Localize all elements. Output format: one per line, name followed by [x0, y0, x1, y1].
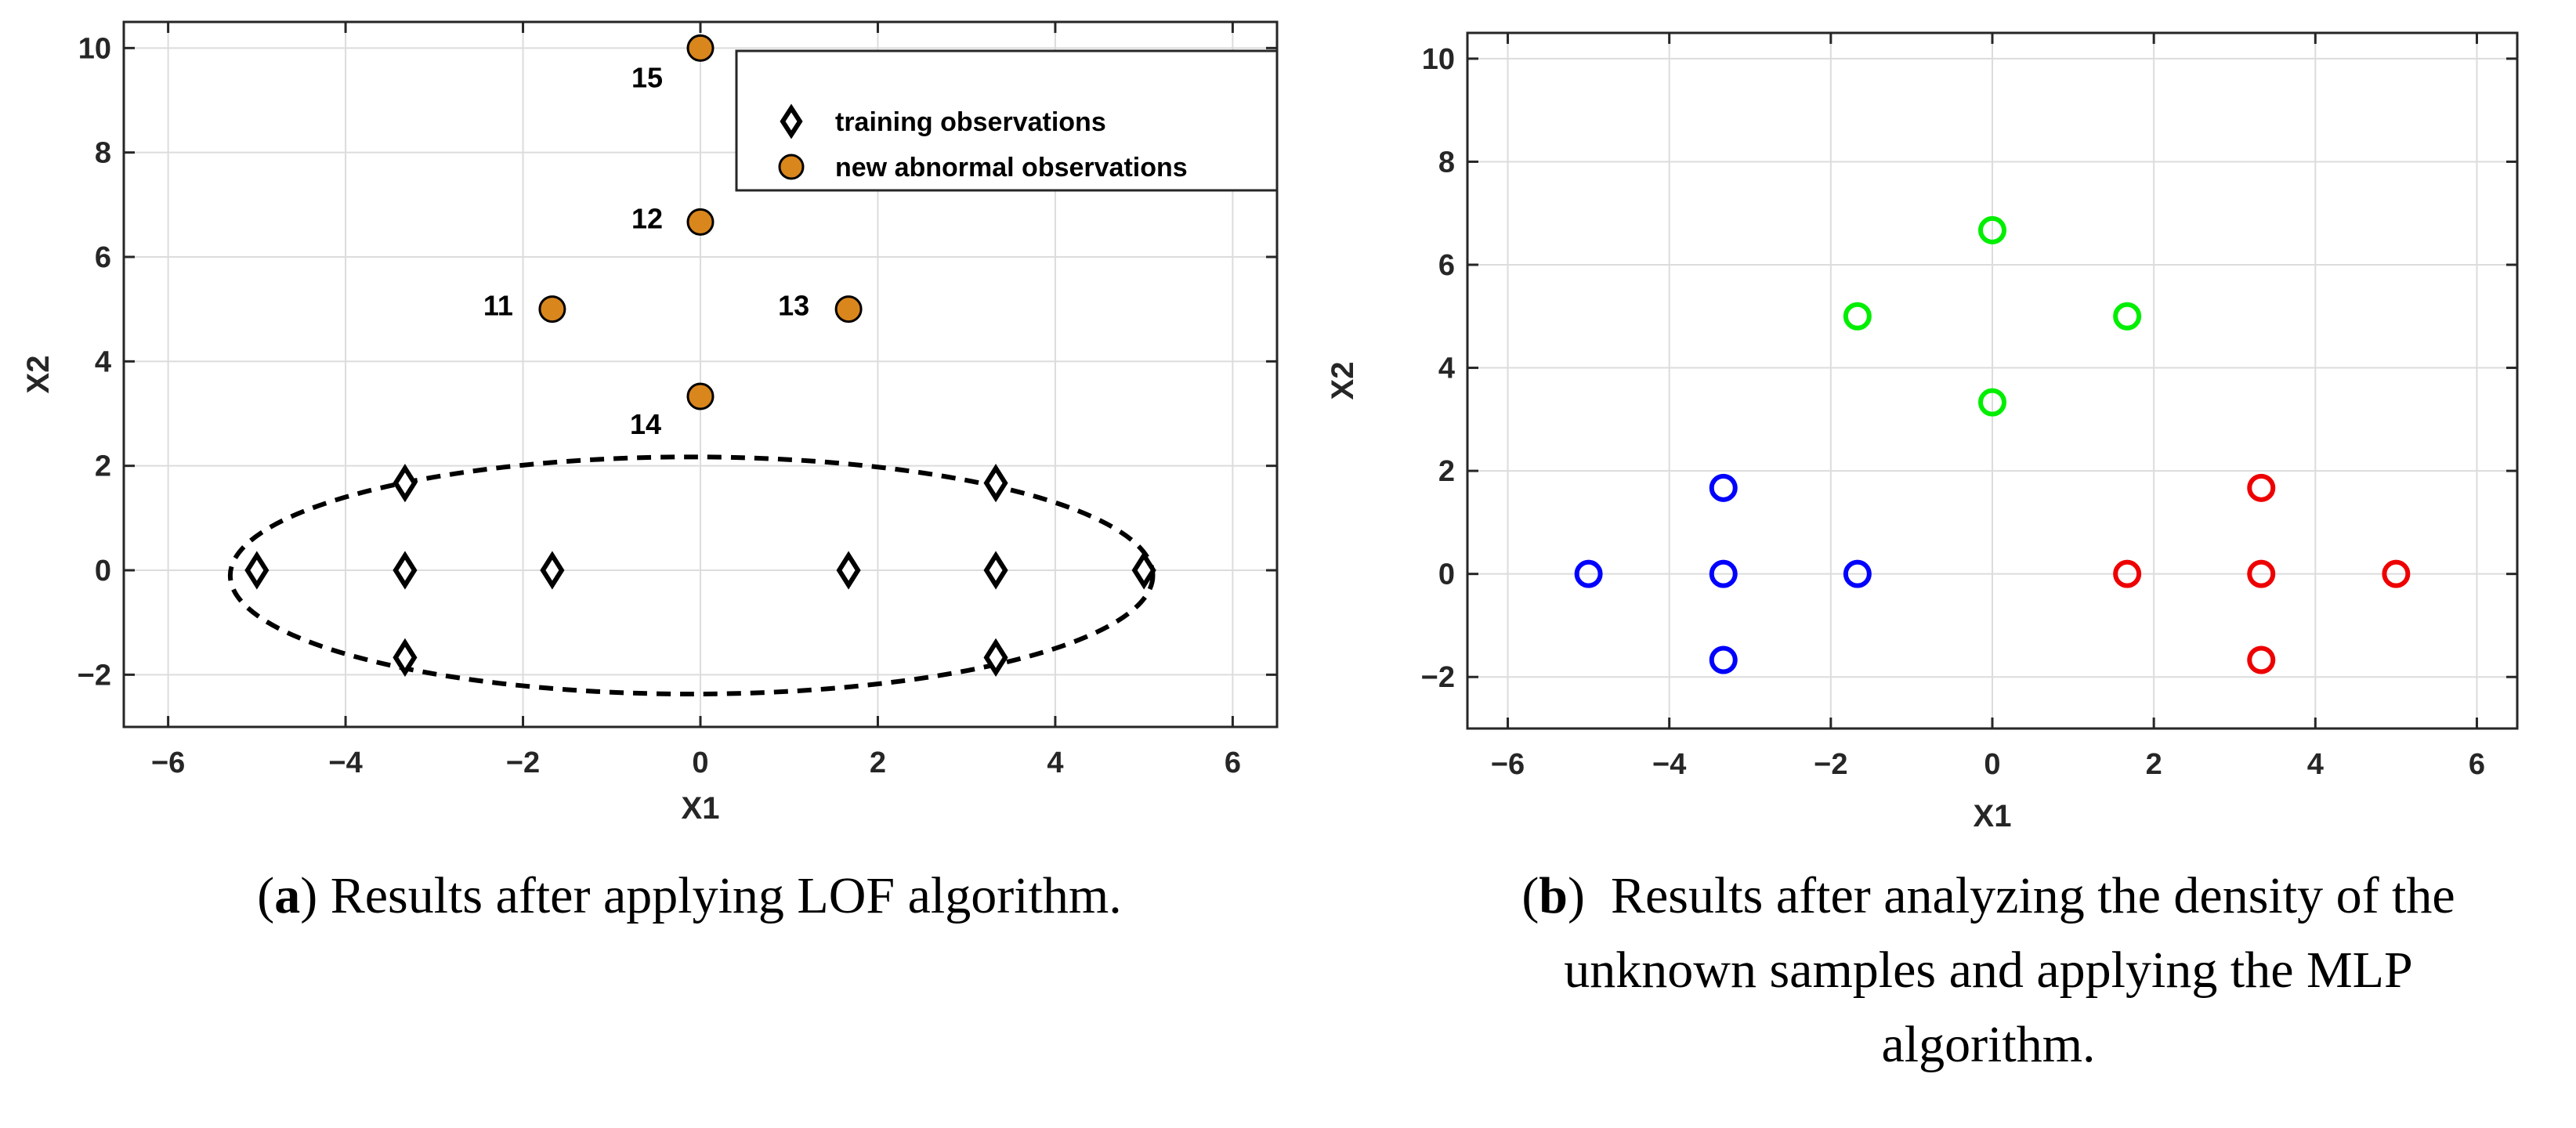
point-marker [2247, 645, 2276, 674]
x-tick-label: 2 [2146, 748, 2162, 781]
caption-text: ) Results after analyzing the density of… [1568, 867, 2455, 924]
x-tick-label: 4 [2307, 748, 2324, 781]
point-marker [834, 295, 863, 324]
y-tick-label: −2 [78, 659, 111, 692]
point-label: 15 [631, 61, 663, 93]
chart-a: −6 −4 −2 0 2 4 6 −2 0 2 4 6 8 10 X1 X2 15 12 11 13 14 trainin… [21, 20, 1279, 924]
point-marker [686, 208, 715, 236]
point-marker [538, 295, 566, 324]
x-tick-label: −2 [1814, 748, 1847, 781]
y-tick-label: 8 [95, 137, 111, 170]
point-label: 11 [483, 290, 513, 322]
point-marker [2247, 559, 2276, 588]
diamond-marker [540, 551, 565, 590]
point-marker [2382, 559, 2411, 588]
y-axis-label: X2 [1326, 362, 1360, 400]
diamond-marker [983, 551, 1008, 590]
point-label: 14 [630, 408, 661, 440]
legend-box [735, 49, 1279, 192]
x-tick-label: −2 [506, 747, 540, 779]
y-tick-label: 2 [95, 450, 111, 483]
x-tick-label: 0 [1984, 748, 2000, 781]
x-axis-label: X1 [1974, 799, 2012, 833]
caption-line: (a) Results after applying LOF algorithm… [257, 867, 1121, 924]
y-tick-label: 10 [78, 32, 111, 65]
caption-line: algorithm. [1881, 1016, 2095, 1073]
legend-label: new abnormal observations [835, 153, 1188, 183]
point-marker [2113, 559, 2142, 588]
boundary-ellipse [227, 454, 1156, 697]
diamond-marker [393, 464, 418, 503]
y-tick-label: 10 [1422, 43, 1455, 76]
point-label: 12 [631, 202, 663, 234]
legend-circle-icon [778, 154, 805, 180]
point-marker [1843, 302, 1872, 331]
diamond-marker [393, 638, 418, 677]
caption-line: (b) Results after analyzing the density … [1521, 867, 2455, 924]
x-tick-label: 6 [2469, 748, 2485, 781]
point-marker [1978, 388, 2006, 417]
x-tick-label: −6 [151, 747, 185, 779]
legend-label: training observations [835, 107, 1106, 137]
y-tick-label: 0 [95, 555, 111, 588]
caption-line: unknown samples and applying the MLP [1564, 942, 2412, 999]
y-axis-label: X2 [21, 356, 56, 394]
x-tick-label: −4 [328, 747, 362, 779]
y-tick-label: 2 [1438, 455, 1455, 488]
y-tick-label: 0 [1438, 559, 1455, 591]
x-axis-label: X1 [682, 791, 720, 826]
y-tick-label: 4 [1438, 352, 1455, 385]
x-tick-label: 2 [870, 747, 886, 779]
point-marker [1574, 559, 1603, 588]
x-tick-label: 4 [1047, 747, 1063, 779]
point-marker [1843, 559, 1872, 588]
x-tick-label: 6 [1225, 747, 1241, 779]
y-tick-label: 4 [95, 345, 111, 378]
y-tick-label: 6 [1438, 249, 1455, 282]
chart-b: −6 −4 −2 0 2 4 6 −2 0 2 4 6 8 10 X1 X2 (b) Results after… [1326, 31, 2519, 1073]
point-marker [686, 34, 715, 62]
diamond-marker [836, 551, 861, 590]
x-tick-label: −4 [1652, 748, 1686, 781]
caption-tag: b [1539, 867, 1568, 924]
point-marker [1709, 645, 1738, 674]
point-marker [2113, 302, 2142, 331]
point-marker [1709, 473, 1738, 502]
diamond-marker [393, 551, 418, 590]
diamond-marker [983, 638, 1008, 677]
diamond-marker [983, 464, 1008, 503]
legend-diamond-icon [780, 103, 803, 139]
y-tick-label: −2 [1421, 661, 1455, 694]
point-marker [686, 382, 715, 410]
x-tick-label: 0 [692, 747, 708, 779]
caption-paren: ( [257, 867, 274, 924]
caption-paren: ( [1521, 867, 1539, 924]
point-marker [2247, 473, 2276, 502]
diamond-marker [1131, 551, 1156, 590]
caption-tag: a [274, 867, 300, 924]
x-tick-label: −6 [1491, 748, 1525, 781]
point-marker [1978, 215, 2006, 244]
caption-text: ) Results after applying LOF algorithm. [300, 867, 1122, 924]
point-label: 13 [778, 290, 809, 322]
point-marker [1709, 559, 1738, 588]
y-tick-label: 6 [95, 241, 111, 274]
diamond-marker [244, 551, 270, 590]
y-tick-label: 8 [1438, 146, 1455, 179]
